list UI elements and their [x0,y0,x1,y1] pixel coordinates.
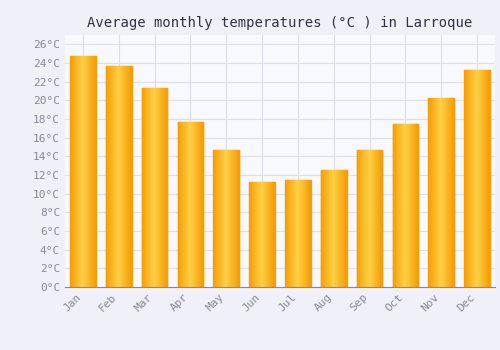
Title: Average monthly temperatures (°C ) in Larroque: Average monthly temperatures (°C ) in La… [88,16,472,30]
